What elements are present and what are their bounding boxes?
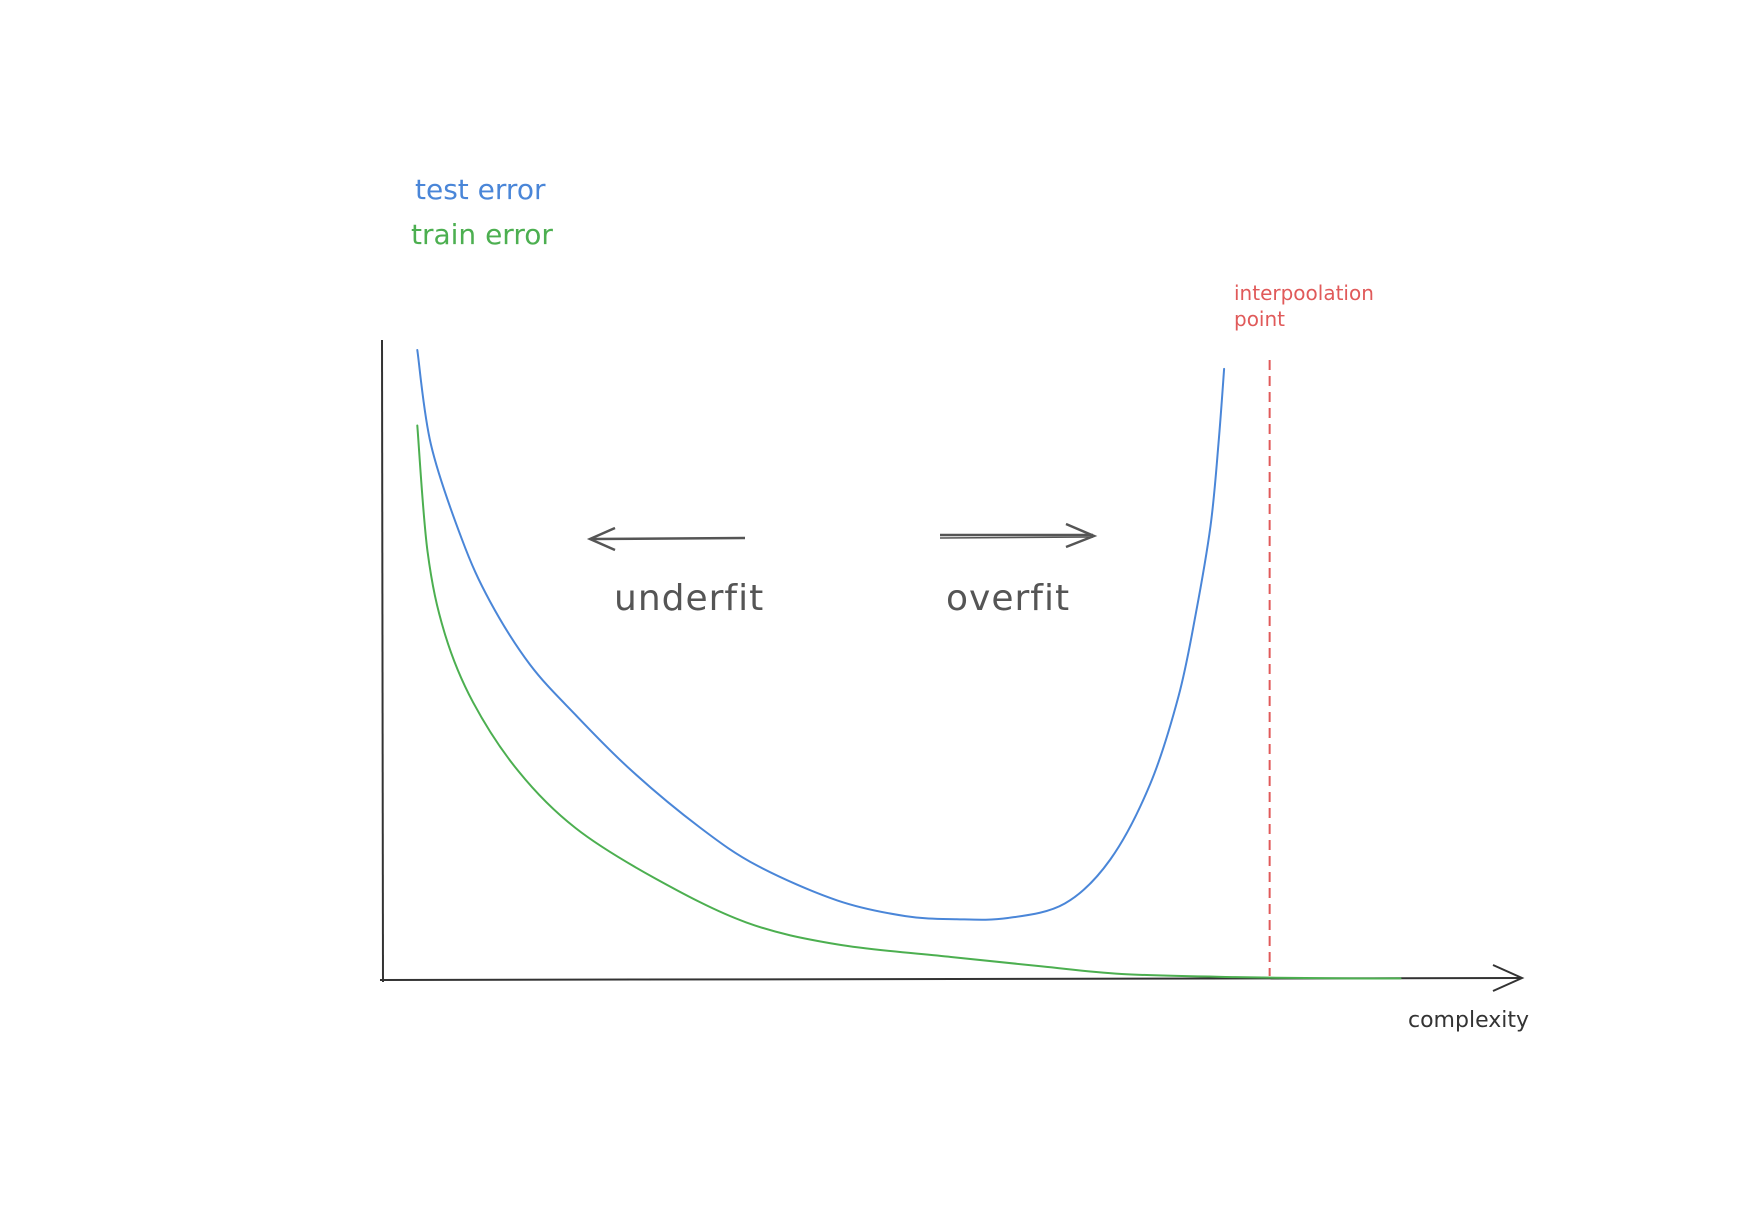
- underfit-arrow: [586, 526, 746, 552]
- series-layer: [416, 349, 1402, 980]
- axes: [379, 339, 1525, 992]
- legend-test-error: test error: [415, 173, 546, 206]
- y-axis: [381, 339, 384, 983]
- x-axis-arrowhead: [1492, 964, 1525, 992]
- train-error-line: [416, 424, 1402, 980]
- interpolation-label-line1: interpoolation: [1234, 281, 1374, 305]
- overfit-arrow: [939, 522, 1098, 549]
- x-axis-label: complexity: [1408, 1008, 1529, 1033]
- overfit-label: overfit: [946, 578, 1070, 619]
- test-error-line: [416, 349, 1226, 921]
- underfit-label: underfit: [614, 578, 764, 619]
- legend-train-error: train error: [411, 218, 553, 251]
- interpolation-label-line2: point: [1234, 307, 1285, 331]
